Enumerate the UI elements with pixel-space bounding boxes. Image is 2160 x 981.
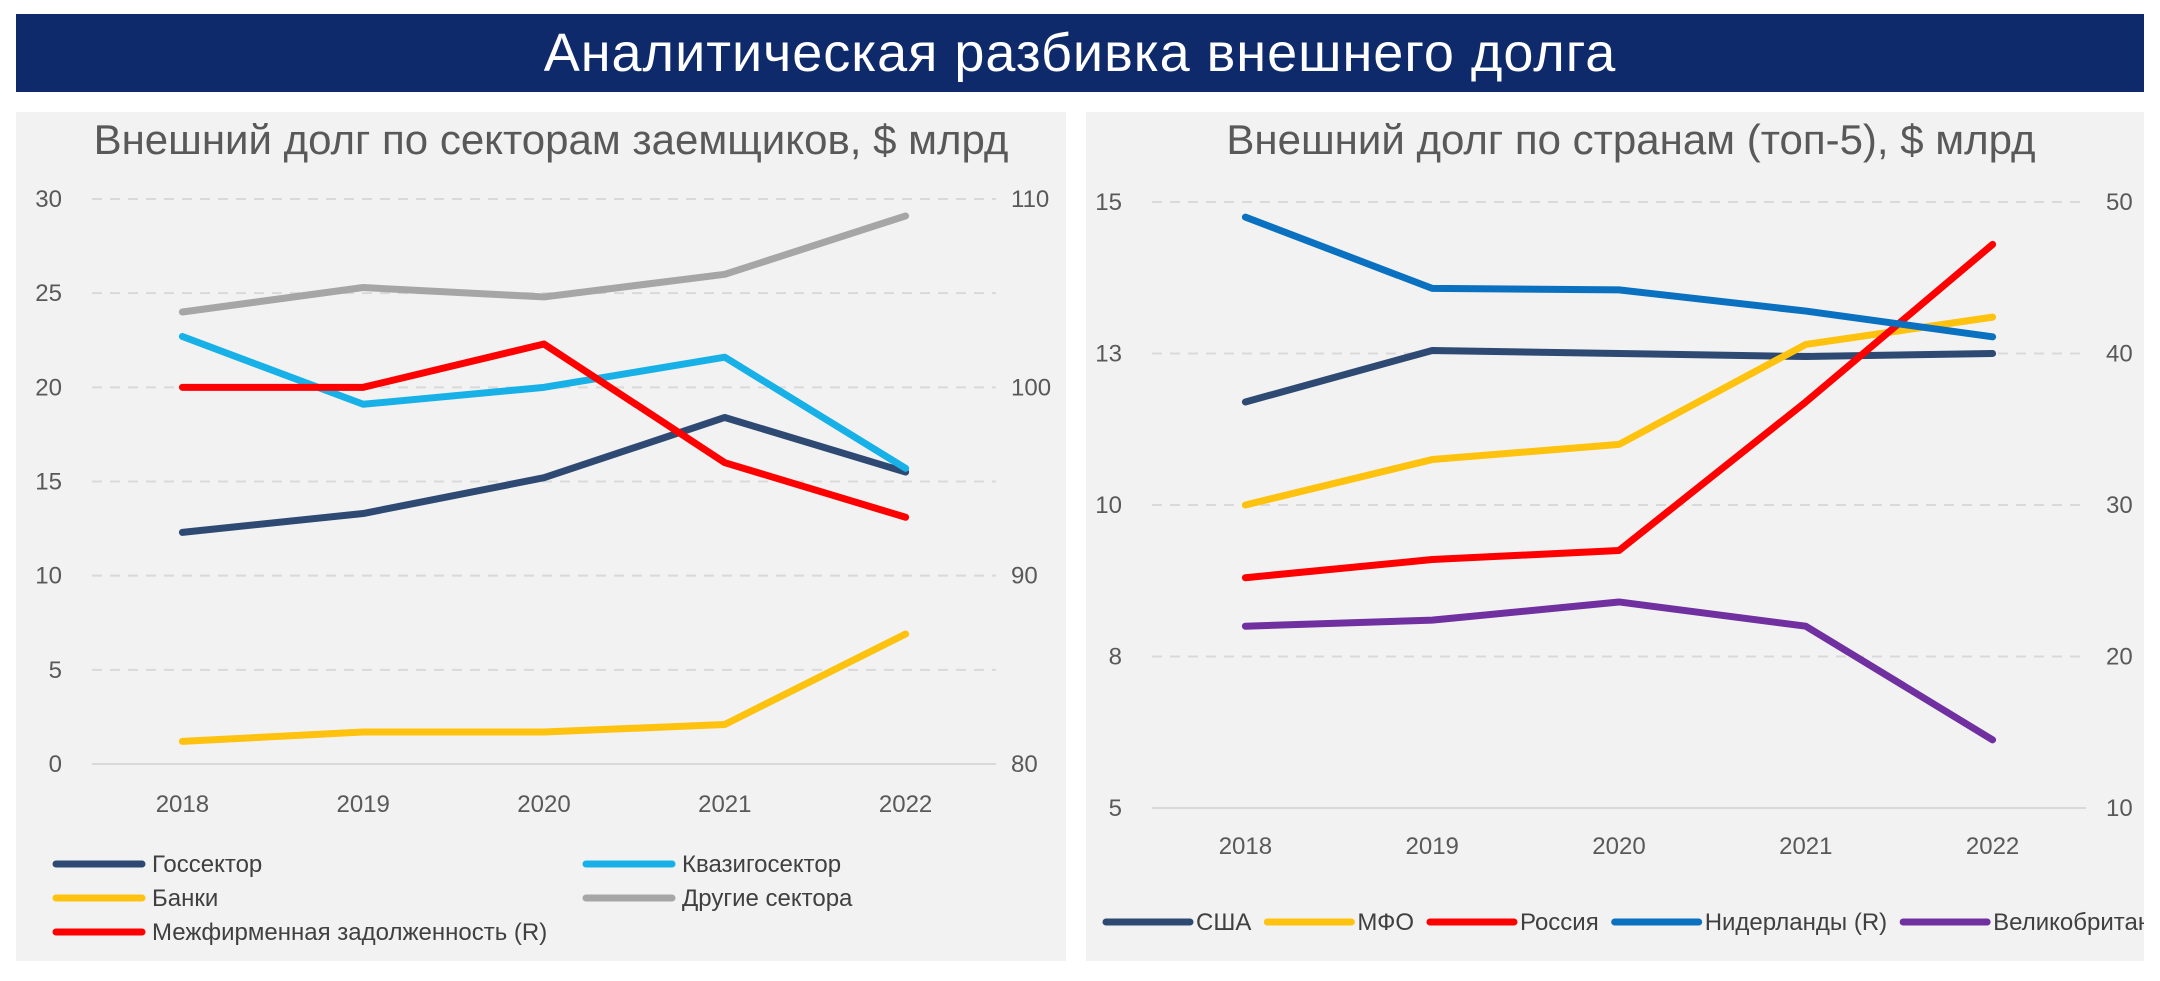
x-tick-label: 2022: [879, 791, 932, 818]
page-banner: Аналитическая разбивка внешнего долга: [16, 14, 2144, 92]
x-tick-label: 2022: [1966, 833, 2019, 860]
y-tick-label: 25: [35, 280, 62, 307]
y-tick-label: 5: [49, 657, 62, 684]
chart-title: Внешний долг по секторам заемщиков, $ мл…: [94, 116, 1009, 163]
y-tick-label: 15: [35, 469, 62, 496]
legend-label: МФО: [1357, 909, 1414, 936]
legend-label: Нидерланды (R): [1705, 909, 1887, 936]
legend-label: Госсектор: [152, 851, 262, 878]
series-line-2: [1241, 240, 1997, 582]
countries-chart-panel: Внешний долг по странам (топ-5), $ млрд …: [1086, 112, 2144, 961]
legend-label: Квазигосектор: [682, 851, 841, 878]
series-line-1: [178, 332, 910, 472]
series-line-0: [1241, 346, 1997, 406]
y-tick-label: 20: [35, 374, 62, 401]
x-tick-label: 2020: [517, 791, 570, 818]
y2-tick-label: 10: [2106, 795, 2133, 822]
series-line-1: [1241, 313, 1997, 509]
x-tick-label: 2019: [337, 791, 390, 818]
y2-tick-label: 110: [1011, 186, 1049, 213]
y2-tick-label: 40: [2106, 341, 2133, 368]
y-tick-label: 13: [1095, 341, 1122, 368]
legend-label: Великобритания (R): [1993, 909, 2144, 936]
y-tick-label: 0: [49, 751, 62, 778]
legend-label: Россия: [1520, 909, 1599, 936]
series-line-3: [1241, 213, 1997, 341]
sectors-line-chart: Внешний долг по секторам заемщиков, $ мл…: [35, 116, 1051, 946]
chart-title: Внешний долг по странам (топ-5), $ млрд: [1226, 116, 2035, 163]
series-line-0: [178, 413, 910, 536]
legend-label: Другие сектора: [682, 885, 853, 912]
y2-tick-label: 90: [1011, 563, 1038, 590]
y2-tick-label: 80: [1011, 751, 1038, 778]
y-tick-label: 15: [1095, 189, 1122, 216]
y-tick-label: 10: [35, 563, 62, 590]
legend-label: Банки: [152, 885, 218, 912]
y2-tick-label: 50: [2106, 189, 2133, 216]
series-line-3: [178, 212, 910, 316]
y2-tick-label: 100: [1011, 374, 1051, 401]
legend-label: США: [1196, 909, 1251, 936]
y-tick-label: 5: [1109, 795, 1122, 822]
x-tick-label: 2021: [698, 791, 751, 818]
countries-line-chart: Внешний долг по странам (топ-5), $ млрд …: [1095, 116, 2144, 936]
series-line-4: [1241, 598, 1997, 744]
legend-label: Межфирменная задолженность (R): [152, 919, 547, 946]
x-tick-label: 2021: [1779, 833, 1832, 860]
x-tick-label: 2019: [1406, 833, 1459, 860]
page-title: Аналитическая разбивка внешнего долга: [543, 23, 1617, 83]
y-tick-label: 30: [35, 186, 62, 213]
x-tick-label: 2018: [156, 791, 209, 818]
y-tick-label: 8: [1109, 644, 1122, 671]
series-line-4: [178, 340, 910, 521]
x-tick-label: 2018: [1219, 833, 1272, 860]
series-line-2: [178, 630, 910, 745]
y-tick-label: 10: [1095, 492, 1122, 519]
y2-tick-label: 20: [2106, 644, 2133, 671]
x-tick-label: 2020: [1592, 833, 1645, 860]
y2-tick-label: 30: [2106, 492, 2133, 519]
sectors-chart-panel: Внешний долг по секторам заемщиков, $ мл…: [16, 112, 1066, 961]
